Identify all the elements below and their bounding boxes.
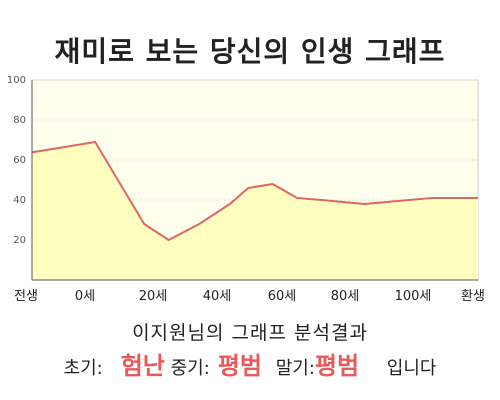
y-tick-label: 100: [7, 75, 26, 86]
area-fill: [32, 142, 478, 280]
x-tick-label: 0세: [75, 289, 95, 304]
analysis-summary: 초기: 험난 중기: 평범 말기:평범 입니다: [0, 346, 500, 381]
x-tick-label: 100세: [395, 289, 432, 304]
x-tick-label: 60세: [268, 289, 297, 304]
y-tick-label: 60: [13, 155, 26, 166]
early-value: 험난: [120, 352, 165, 380]
analysis-title: 이지원님의 그래프 분석결과: [132, 322, 368, 344]
late-value: 평범: [314, 352, 360, 380]
early-label: 초기:: [63, 358, 103, 379]
y-tick-label: 40: [13, 195, 26, 206]
x-tick-label: 40세: [203, 289, 232, 304]
life-graph-chart: 전생 0세 20세 40세 60세 80세 100세 환생 20 40 60 80 100: [7, 75, 485, 304]
y-tick-label: 80: [13, 115, 26, 126]
y-tick-label: 20: [13, 235, 26, 246]
x-tick-label: 20세: [139, 289, 168, 304]
suffix-text: 입니다: [386, 358, 437, 379]
middle-label: 중기:: [170, 358, 210, 379]
middle-value: 평범: [217, 352, 262, 380]
late-label: 말기:: [275, 358, 315, 379]
chart-title: 재미로 보는 당신의 인생 그래프: [54, 35, 446, 68]
x-tick-label: 환생: [461, 289, 485, 304]
x-tick-label: 전생: [14, 289, 38, 304]
series-line: [32, 141, 478, 241]
x-tick-label: 80세: [331, 289, 360, 304]
